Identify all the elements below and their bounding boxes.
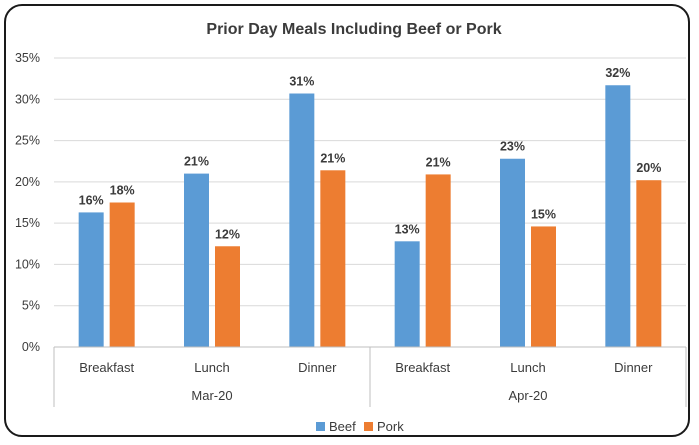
x-axis: Breakfast Lunch Dinner Breakfast Lunch Dinner… [53,346,687,407]
pork-bar [215,246,240,347]
data-label: 32% [605,66,630,80]
y-tick-label: 0% [22,340,40,354]
x-group-label: Mar-20 [191,388,232,403]
beef-bar [78,212,104,347]
data-label: 12% [215,227,240,241]
beef-bar [289,93,315,348]
data-label: 18% [110,184,135,198]
x-category-label: Dinner [298,360,337,375]
beef-bar [500,158,525,347]
data-label: 21% [184,155,209,169]
data-label: 16% [79,193,104,207]
y-tick-label: 20% [15,175,40,189]
data-label: 20% [636,161,661,175]
gridlines [54,57,686,307]
y-tick-label: 10% [15,257,40,271]
pork-bar [531,226,556,347]
x-category-label: Breakfast [79,360,134,375]
beef-bar [184,173,209,347]
beef-bar [394,241,420,347]
data-label: 15% [531,207,556,221]
data-label: 23% [500,140,525,154]
y-tick-label: 35% [15,51,40,65]
legend-swatch-beef [316,422,325,431]
y-axis: 0% 5% 10% 15% 20% 25% 30% 35% [15,51,40,354]
chart-title: Prior Day Meals Including Beef or Pork [206,21,501,38]
x-category-label: Lunch [510,360,545,375]
legend-label-pork: Pork [377,419,404,434]
pork-bar [109,202,135,347]
y-tick-label: 5% [22,299,40,313]
x-category-label: Dinner [614,360,653,375]
legend-label-beef: Beef [329,419,356,434]
x-category-label: Lunch [194,360,229,375]
bars: 16% 18% 21% 12% 31% 21% 13% 21% 23% 15% 32% 20% [78,66,662,348]
data-label: 31% [289,75,314,89]
pork-bar [320,170,346,347]
x-group-label: Apr-20 [508,388,547,403]
y-tick-label: 25% [15,134,40,148]
y-tick-label: 15% [15,216,40,230]
legend: Beef Pork [316,419,404,434]
pork-bar [425,174,451,347]
legend-swatch-pork [364,422,373,431]
data-label: 21% [320,151,345,165]
data-label: 21% [426,155,451,169]
data-label: 13% [395,222,420,236]
pork-bar [636,180,662,347]
y-tick-label: 30% [15,92,40,106]
x-category-label: Breakfast [395,360,450,375]
beef-bar [605,85,631,348]
